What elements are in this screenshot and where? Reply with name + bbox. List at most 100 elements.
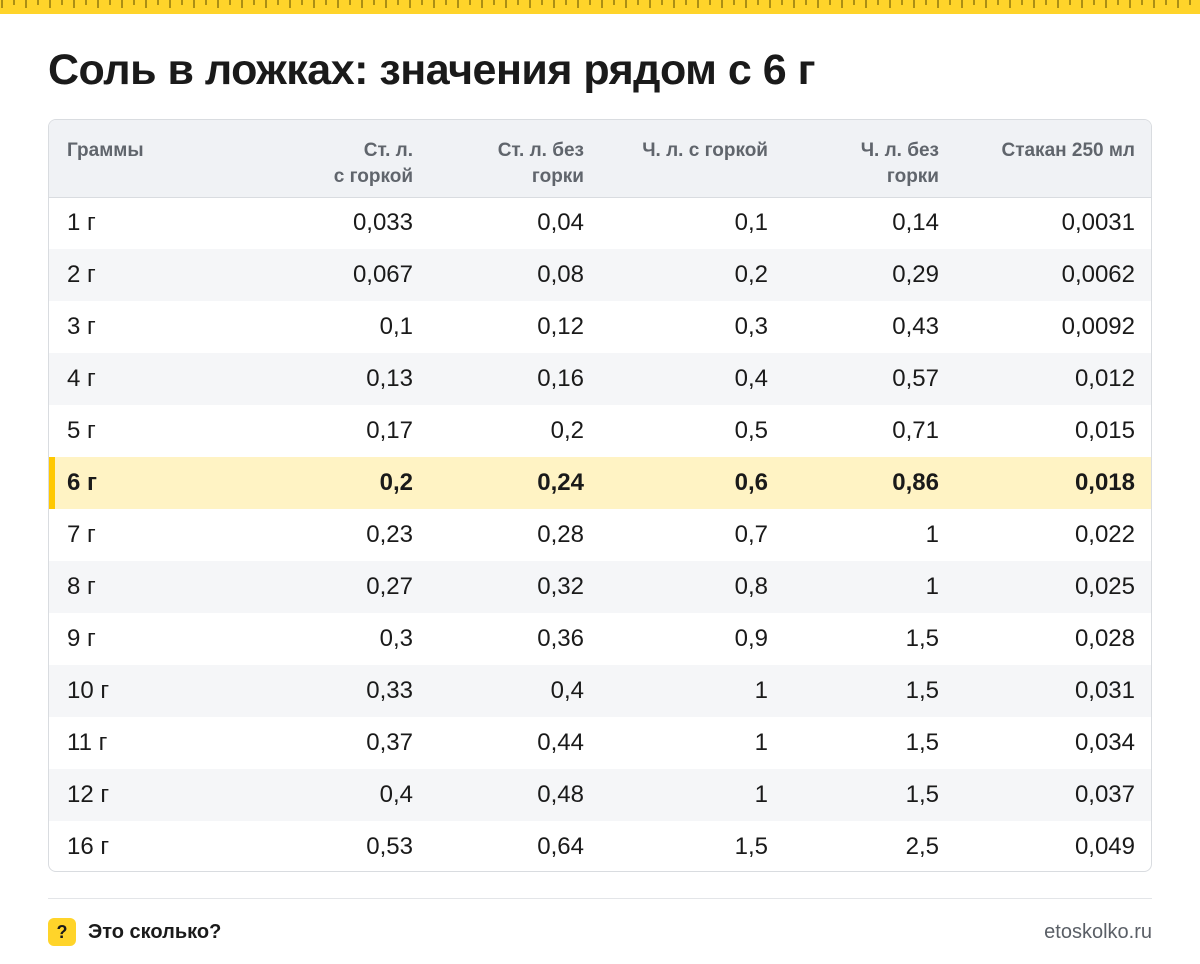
value-cell: 0,9	[734, 625, 768, 652]
value-cell: 0,6	[734, 469, 768, 496]
value-cell: 0,17	[366, 417, 413, 444]
value-cell: 0,04	[537, 209, 584, 237]
grams-cell: 6 г	[49, 457, 259, 509]
table-row: 1 г 0,033 0,04 0,1 0,14 0,0031	[49, 197, 1151, 249]
brand-logo[interactable]: ? Это сколько?	[48, 918, 221, 946]
value-cell: 0,3	[734, 313, 768, 340]
column-header: Ч. л. без горки	[784, 120, 955, 198]
table-row: 8 г 0,27 0,32 0,8 1 0,025	[49, 561, 1151, 613]
grams-cell: 3 г	[67, 313, 96, 340]
value-cell: 0,13	[366, 365, 413, 392]
grams-cell: 4 г	[67, 365, 96, 392]
value-cell: 0,018	[1074, 469, 1135, 496]
value-cell: 0,12	[537, 313, 584, 340]
grams-cell: 7 г	[67, 521, 96, 548]
value-cell: 0,022	[1074, 521, 1135, 548]
value-cell: 0,57	[892, 365, 939, 392]
value-cell: 0,067	[352, 261, 413, 288]
column-header-line: Ст. л.	[363, 140, 413, 161]
value-cell: 0,36	[537, 625, 584, 652]
grams-cell: 11 г	[67, 729, 108, 756]
value-cell: 0,28	[537, 521, 584, 548]
table-row: 4 г 0,13 0,16 0,4 0,57 0,012	[49, 353, 1151, 405]
table-row: 11 г 0,37 0,44 1 1,5 0,034	[49, 717, 1151, 769]
value-cell: 0,1	[734, 209, 768, 237]
value-cell: 0,028	[1074, 625, 1135, 652]
value-cell: 0,43	[892, 313, 939, 340]
value-cell: 0,08	[537, 261, 584, 288]
grams-cell: 1 г	[67, 209, 96, 237]
value-cell: 0,015	[1074, 417, 1135, 444]
value-cell: 0,44	[537, 729, 584, 756]
column-header: Ч. л. с горкой	[600, 120, 784, 198]
value-cell: 0,4	[734, 365, 768, 392]
page-title: Соль в ложках: значения рядом с 6 г	[48, 46, 816, 94]
value-cell: 1	[754, 729, 768, 756]
value-cell: 0,2	[734, 261, 768, 288]
table-row: 12 г 0,4 0,48 1 1,5 0,037	[49, 769, 1151, 821]
value-cell: 0,29	[892, 261, 939, 288]
column-header-line: Граммы	[67, 140, 144, 161]
column-header-line: горки	[886, 166, 939, 187]
value-cell: 0,32	[537, 573, 584, 600]
value-cell: 0,48	[537, 781, 584, 808]
header-row: Граммы Ст. л. с горкой Ст. л. без горки Ч. л.…	[49, 120, 1151, 198]
grams-cell: 2 г	[67, 261, 96, 288]
table-row: 7 г 0,23 0,28 0,7 1 0,022	[49, 509, 1151, 561]
value-cell: 0,033	[352, 209, 413, 237]
value-cell: 1,5	[905, 677, 939, 704]
value-cell: 1	[754, 677, 768, 704]
column-header-line: с горкой	[333, 166, 413, 187]
column-header-line: Ч. л. с горкой	[642, 140, 768, 161]
value-cell: 0,37	[366, 729, 413, 756]
value-cell: 0,031	[1074, 677, 1135, 704]
value-cell: 0,16	[537, 365, 584, 392]
table-row: 10 г 0,33 0,4 1 1,5 0,031	[49, 665, 1151, 717]
footer-divider	[48, 898, 1152, 899]
column-header: Граммы	[49, 120, 259, 198]
value-cell: 0,0031	[1061, 209, 1135, 237]
conversion-table-card: Граммы Ст. л. с горкой Ст. л. без горки Ч. л.…	[48, 119, 1152, 872]
value-cell: 1,5	[905, 729, 939, 756]
value-cell: 0,53	[366, 833, 413, 860]
value-cell: 1,5	[905, 625, 939, 652]
column-header: Стакан 250 мл	[955, 120, 1151, 198]
value-cell: 0,14	[892, 209, 939, 237]
value-cell: 0,23	[366, 521, 413, 548]
value-cell: 1	[754, 781, 768, 808]
column-header-line: горки	[531, 166, 584, 187]
value-cell: 0,012	[1074, 365, 1135, 392]
conversion-table: Граммы Ст. л. с горкой Ст. л. без горки Ч. л.…	[49, 120, 1151, 871]
value-cell: 0,8	[734, 573, 768, 600]
value-cell: 0,64	[537, 833, 584, 860]
value-cell: 0,5	[734, 417, 768, 444]
column-header: Ст. л. с горкой	[259, 120, 429, 198]
value-cell: 0,0092	[1061, 313, 1135, 340]
value-cell: 0,4	[379, 781, 413, 808]
value-cell: 0,037	[1074, 781, 1135, 808]
value-cell: 0,034	[1074, 729, 1135, 756]
table-row: 2 г 0,067 0,08 0,2 0,29 0,0062	[49, 249, 1151, 301]
ruler-ticks	[1, 0, 1191, 8]
grams-cell: 10 г	[67, 677, 110, 704]
value-cell: 0,1	[379, 313, 413, 340]
grams-cell: 5 г	[67, 417, 96, 444]
value-cell: 0,049	[1074, 833, 1135, 860]
table-header: Граммы Ст. л. с горкой Ст. л. без горки Ч. л.…	[49, 120, 1151, 198]
ruler-strip	[0, 0, 1200, 14]
value-cell: 0,2	[379, 469, 413, 496]
table-row: 9 г 0,3 0,36 0,9 1,5 0,028	[49, 613, 1151, 665]
value-cell: 0,2	[550, 417, 584, 444]
grams-cell: 8 г	[67, 573, 96, 600]
site-url[interactable]: etoskolko.ru	[1044, 921, 1152, 943]
column-header-line: Стакан 250 мл	[1001, 140, 1135, 161]
value-cell: 0,86	[892, 469, 939, 496]
value-cell: 0,33	[366, 677, 413, 704]
table-body: 1 г 0,033 0,04 0,1 0,14 0,0031 2 г 0,067 0,08 0,2…	[49, 197, 1151, 871]
value-cell: 0,3	[379, 625, 413, 652]
table-row: 16 г 0,53 0,64 1,5 2,5 0,049	[49, 821, 1151, 871]
highlighted-row: 6 г 0,2 0,24 0,6 0,86 0,018	[49, 457, 1151, 509]
grams-cell: 16 г	[67, 833, 110, 860]
value-cell: 0,0062	[1061, 261, 1135, 288]
grams-cell: 12 г	[67, 781, 110, 808]
